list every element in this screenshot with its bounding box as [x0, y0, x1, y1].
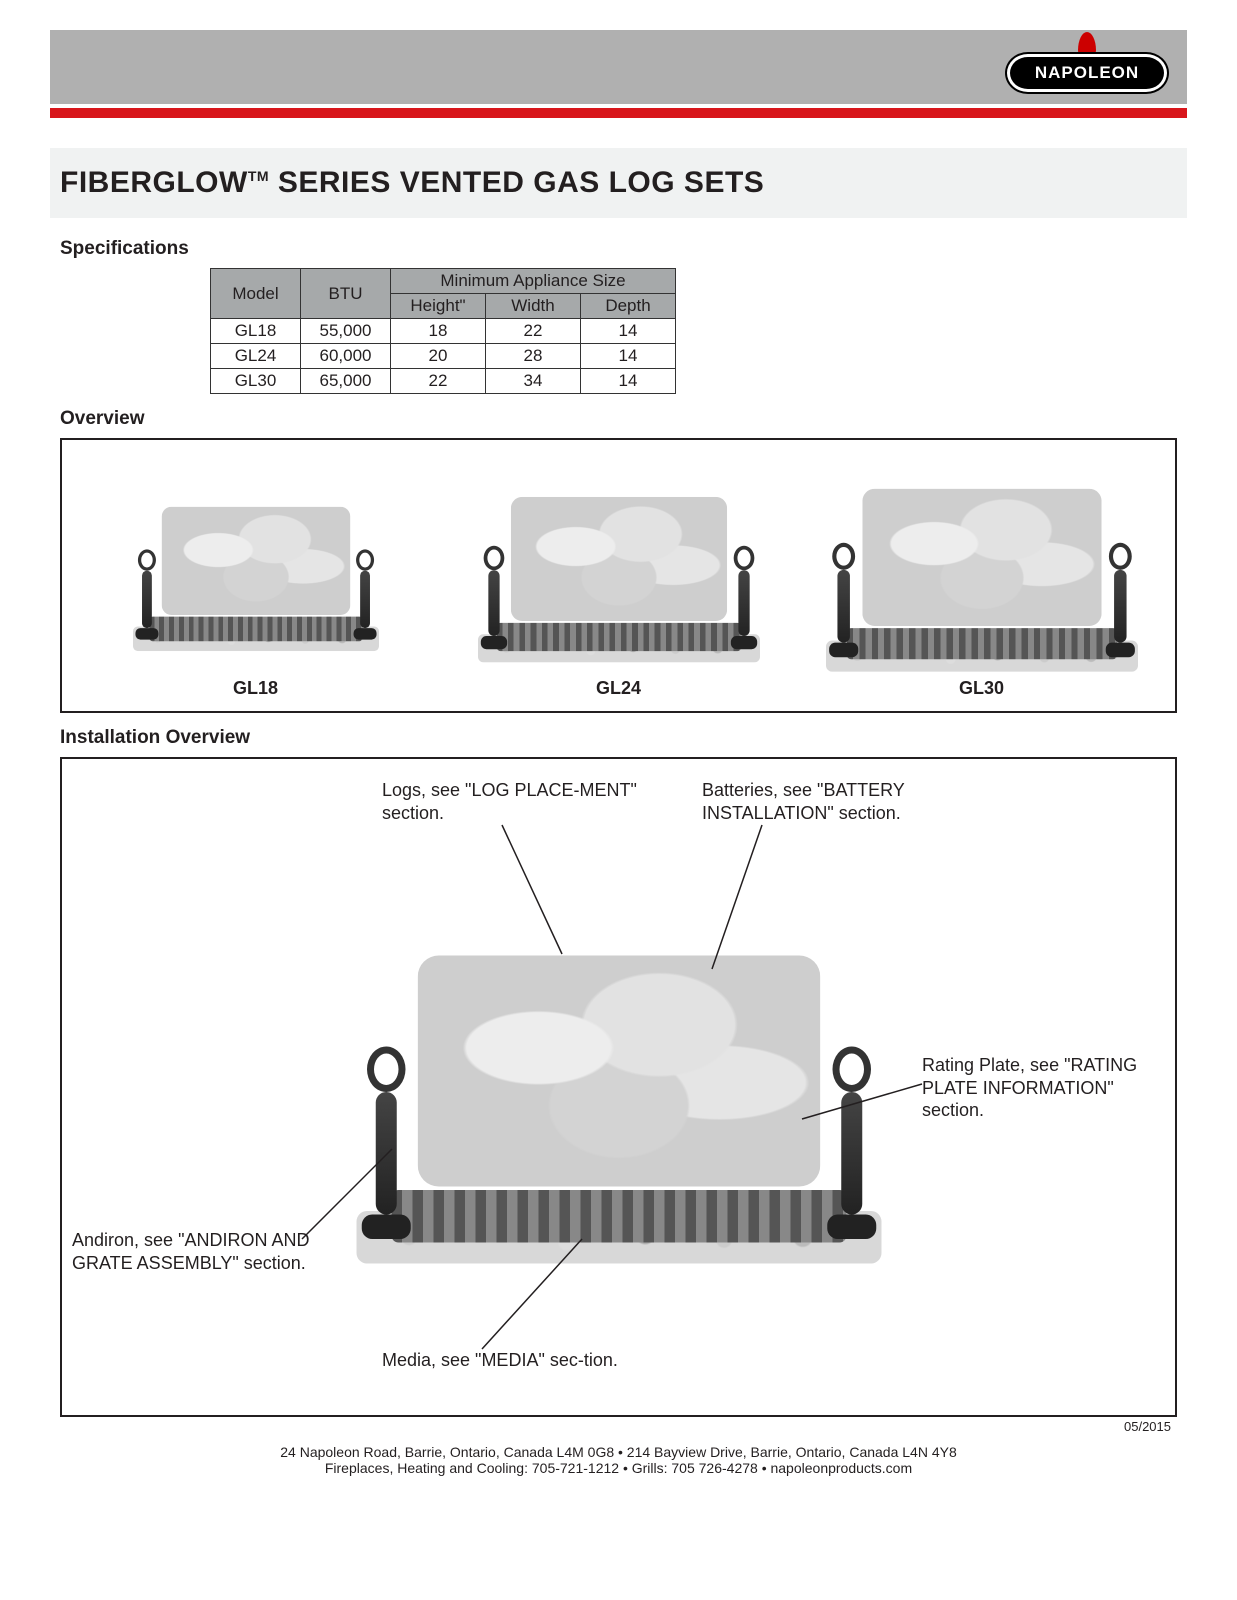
table-row: GL24 60,000 20 28 14 [211, 344, 676, 369]
cell: 28 [486, 344, 581, 369]
cell: 20 [391, 344, 486, 369]
product-gl24: GL24 [469, 474, 769, 699]
header-topbar: NAPOLEON [50, 30, 1187, 104]
table-row: GL18 55,000 18 22 14 [211, 319, 676, 344]
section-specs: Specifications [60, 238, 1177, 260]
th-btu: BTU [301, 269, 391, 319]
install-logset-image [356, 924, 881, 1274]
product-label: GL18 [233, 678, 278, 699]
page-title: FIBERGLOWTM SERIES VENTED GAS LOG SETS [60, 166, 1177, 200]
callout-rating: Rating Plate, see "RATING PLATE INFORMAT… [922, 1054, 1175, 1122]
footer: 24 Napoleon Road, Barrie, Ontario, Canad… [60, 1444, 1177, 1476]
product-label: GL30 [959, 678, 1004, 699]
footer-line1: 24 Napoleon Road, Barrie, Ontario, Canad… [60, 1444, 1177, 1460]
product-label: GL24 [596, 678, 641, 699]
callout-logs: Logs, see "LOG PLACE-MENT" section. [382, 779, 642, 824]
logset-image [133, 492, 379, 656]
callout-batteries: Batteries, see "BATTERY INSTALLATION" se… [702, 779, 962, 824]
cell: GL18 [211, 319, 301, 344]
header-redbar [50, 108, 1187, 118]
cell: 65,000 [301, 369, 391, 394]
section-overview: Overview [60, 408, 1177, 430]
cell: 14 [581, 344, 676, 369]
cell: 55,000 [301, 319, 391, 344]
cell: 14 [581, 369, 676, 394]
brand-logo: NAPOLEON [1007, 42, 1167, 92]
footer-date: 05/2015 [60, 1419, 1177, 1434]
title-main: FIBERGLOW [60, 166, 248, 199]
spec-table: Model BTU Minimum Appliance Size Height"… [210, 268, 676, 394]
th-model: Model [211, 269, 301, 319]
th-depth: Depth [581, 294, 676, 319]
install-box: Logs, see "LOG PLACE-MENT" section. Batt… [60, 757, 1177, 1417]
cell: 18 [391, 319, 486, 344]
brand-name: NAPOLEON [1007, 54, 1167, 92]
callout-media: Media, see "MEDIA" sec-tion. [382, 1349, 618, 1372]
cell: 22 [391, 369, 486, 394]
cell: 34 [486, 369, 581, 394]
overview-box: GL18 GL24 GL30 [60, 438, 1177, 713]
logset-image [826, 470, 1138, 678]
product-gl30: GL30 [832, 474, 1132, 699]
table-row: GL30 65,000 22 34 14 [211, 369, 676, 394]
th-width: Width [486, 294, 581, 319]
callout-andiron: Andiron, see "ANDIRON AND GRATE ASSEMBLY… [72, 1229, 332, 1274]
th-height: Height" [391, 294, 486, 319]
cell: 14 [581, 319, 676, 344]
footer-line2: Fireplaces, Heating and Cooling: 705-721… [60, 1460, 1177, 1476]
cell: 60,000 [301, 344, 391, 369]
title-tm: TM [248, 168, 269, 184]
th-minsize: Minimum Appliance Size [391, 269, 676, 294]
title-bar: FIBERGLOWTM SERIES VENTED GAS LOG SETS [50, 148, 1187, 218]
product-gl18: GL18 [106, 474, 406, 699]
cell: GL30 [211, 369, 301, 394]
title-rest: SERIES VENTED GAS LOG SETS [269, 166, 764, 199]
cell: 22 [486, 319, 581, 344]
section-install: Installation Overview [60, 727, 1177, 749]
logset-image [478, 480, 760, 668]
cell: GL24 [211, 344, 301, 369]
